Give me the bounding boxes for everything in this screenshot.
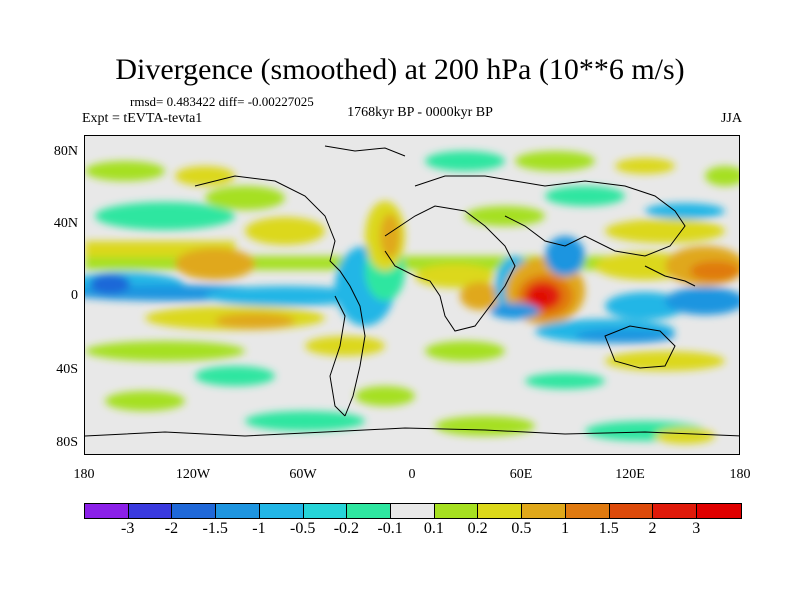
colorbar-label: -0.1 bbox=[377, 520, 403, 537]
colorbar-label: 2 bbox=[648, 520, 657, 537]
plot-title: Divergence (smoothed) at 200 hPa (10**6 … bbox=[115, 53, 685, 86]
colorbar-label: 0.2 bbox=[467, 520, 488, 537]
colorbar-label: 0.5 bbox=[511, 520, 532, 537]
y-label-40n: 40N bbox=[53, 216, 78, 231]
season-label: JJA bbox=[720, 111, 742, 126]
x-label-180w: 180 bbox=[73, 467, 95, 482]
y-label-80n: 80N bbox=[53, 144, 78, 159]
x-label-180e: 180 bbox=[729, 467, 751, 482]
colorbar-label: -3 bbox=[121, 520, 135, 537]
y-label-80s: 80S bbox=[56, 435, 78, 450]
colorbar-box bbox=[259, 504, 304, 518]
divergence-field bbox=[85, 151, 739, 444]
colorbar-label: 0.1 bbox=[423, 520, 444, 537]
colorbar-box bbox=[303, 504, 348, 518]
x-label-0: 0 bbox=[408, 467, 416, 482]
x-label-120e: 120E bbox=[615, 467, 645, 482]
colorbar-box bbox=[128, 504, 173, 518]
map-field bbox=[85, 145, 739, 444]
colorbar-label: -0.2 bbox=[333, 520, 360, 537]
colorbar-box bbox=[697, 504, 741, 518]
x-label-120w: 120W bbox=[175, 467, 211, 482]
colorbar-box bbox=[172, 504, 217, 518]
coastlines bbox=[85, 145, 739, 437]
colorbar-box bbox=[478, 504, 523, 518]
colorbar-label: -2 bbox=[164, 520, 179, 537]
colorbar-label: -0.5 bbox=[289, 520, 316, 537]
colorbar-box bbox=[216, 504, 260, 518]
colorbar-box bbox=[347, 504, 392, 518]
colorbar-box bbox=[565, 504, 610, 518]
colorbar-box bbox=[391, 504, 435, 518]
colorbar-box bbox=[609, 504, 654, 518]
divergence-map bbox=[84, 135, 740, 455]
colorbar-label: -1.5 bbox=[202, 520, 228, 537]
colorbar-label: 3 bbox=[692, 520, 701, 537]
colorbar-box bbox=[434, 504, 479, 518]
colorbar-box bbox=[85, 504, 129, 518]
stats-text: rmsd= 0.483422 diff= -0.00227025 bbox=[130, 94, 314, 109]
colorbar-label: -1 bbox=[252, 520, 266, 537]
x-label-60e: 60E bbox=[509, 467, 533, 482]
colorbar-label: 1.5 bbox=[598, 520, 619, 537]
experiment-label: Expt = tEVTA-tevta1 bbox=[82, 111, 203, 126]
colorbar-box bbox=[522, 504, 566, 518]
colorbar-box bbox=[653, 504, 698, 518]
y-label-40s: 40S bbox=[56, 362, 78, 377]
colorbar bbox=[84, 503, 742, 519]
x-label-60w: 60W bbox=[289, 467, 317, 482]
colorbar-label: 1 bbox=[561, 520, 570, 537]
y-label-0: 0 bbox=[71, 288, 78, 303]
period-label: 1768kyr BP - 0000kyr BP bbox=[347, 105, 493, 120]
